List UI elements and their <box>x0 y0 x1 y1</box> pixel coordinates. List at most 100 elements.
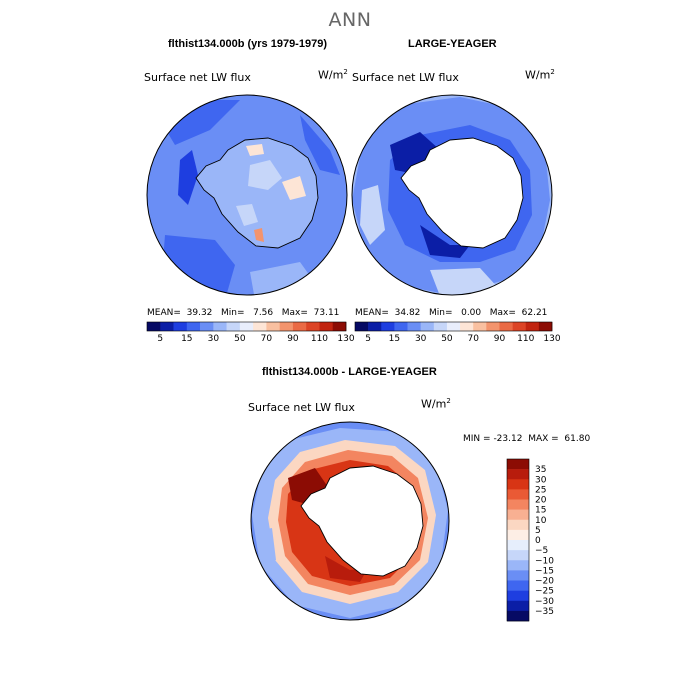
tr-colorbar-frame <box>354 321 553 332</box>
tl-map-border <box>146 94 348 296</box>
top-left-case-title: flthist134.000b (yrs 1979-1979) <box>168 38 327 50</box>
tr-antarctica <box>400 137 524 249</box>
diff-colorbar-swatch <box>507 540 529 551</box>
diff-colorbar-tick-label: −10 <box>535 556 554 566</box>
diff-colorbar-swatch <box>507 469 529 480</box>
tr-colorbar-swatch <box>407 322 421 331</box>
tl-colorbar-swatch <box>173 322 188 331</box>
diff-colorbar-swatch <box>507 479 529 490</box>
tr-colorbar-swatch <box>512 322 527 331</box>
tr-colorbar-swatch <box>368 322 382 331</box>
tl-land-patch <box>248 160 282 190</box>
diff-colorbar-swatch <box>507 509 529 521</box>
tl-colorbar-swatch <box>306 322 320 331</box>
top-right-map <box>351 94 553 296</box>
tr-colorbar-swatch <box>420 322 435 331</box>
tl-colorbar-swatch <box>279 322 294 331</box>
tr-colorbar-swatch <box>525 322 540 331</box>
tr-colorbar-swatch <box>446 322 461 331</box>
diff-colorbar-swatch <box>507 529 529 541</box>
tl-colorbar-tick-label: 15 <box>181 334 192 344</box>
top-left-colorbar: 5 15 30 50 70 90 110 130 <box>146 321 355 344</box>
tl-colorbar-tick-label: 50 <box>234 334 246 344</box>
diff-colorbar-tick-label: −5 <box>535 546 548 556</box>
diff-colorbar-tick-label: 25 <box>535 485 546 495</box>
bottom-stats: MIN = -23.12 MAX = 61.80 <box>463 434 591 444</box>
tl-colorbar-swatch <box>266 322 280 331</box>
tr-colorbar-tick-label: 15 <box>389 334 400 344</box>
tl-colorbar-tick-label: 70 <box>261 334 273 344</box>
diff-colorbar-tick-label: 5 <box>535 526 541 536</box>
page-title: ANN <box>328 9 372 31</box>
diff-colorbar-tick-label: 20 <box>535 496 547 506</box>
top-left-stats: MEAN= 39.32 Min= 7.56 Max= 73.11 <box>147 308 340 318</box>
diff-colorbar-swatch <box>507 489 529 500</box>
top-right-units: W/m2 <box>525 68 555 82</box>
tl-antarctica <box>195 137 319 249</box>
tl-colorbar-swatch <box>160 322 174 331</box>
top-left-units: W/m2 <box>318 68 348 82</box>
tl-colorbar-swatch <box>200 322 214 331</box>
diff-colorbar-tick-label: 10 <box>535 516 547 526</box>
tl-colorbar-swatch <box>253 322 267 331</box>
diff-colorbar-tick-label: −25 <box>535 587 554 597</box>
tl-colorbar-tick-label: 5 <box>157 334 163 344</box>
diff-colorbar-swatch <box>507 570 529 581</box>
diff-colorbar-swatch <box>507 459 529 470</box>
bottom-case-title: flthist134.000b - LARGE-YEAGER <box>262 366 437 378</box>
diff-colorbar-swatch <box>507 600 529 612</box>
tr-colorbar-tick-label: 70 <box>467 334 479 344</box>
bt-patch <box>262 528 276 565</box>
tl-colorbar-swatch <box>186 322 201 331</box>
tl-land-patch <box>254 228 264 242</box>
tr-colorbar-swatch <box>473 322 487 331</box>
tl-land-patch <box>236 204 258 226</box>
tl-colorbar-swatch <box>332 322 347 331</box>
diff-colorbar-swatch <box>507 610 529 622</box>
diff-colorbar-swatch <box>507 580 529 591</box>
diff-colorbar-tick-label: 0 <box>535 536 541 546</box>
tl-colorbar-tick-label: 110 <box>311 334 328 344</box>
bottom-units: W/m2 <box>421 397 451 411</box>
tl-colorbar-swatch <box>213 322 227 331</box>
bt-map-border <box>250 421 450 621</box>
bottom-variable-label: Surface net LW flux <box>248 401 355 414</box>
tr-colorbar-swatch <box>538 322 553 331</box>
diff-colorbar-swatch <box>507 590 529 602</box>
tr-ocean-deep <box>420 225 470 258</box>
top-right-stats: MEAN= 34.82 Min= 0.00 Max= 62.21 <box>355 308 548 318</box>
tr-map-border <box>351 94 553 296</box>
tr-colorbar-tick-label: 5 <box>365 334 371 344</box>
top-right-variable-label: Surface net LW flux <box>352 71 459 84</box>
diff-colorbar-tick-label: 35 <box>535 465 546 475</box>
bottom-diff-map <box>250 421 450 621</box>
diff-colorbar-tick-label: −20 <box>535 577 554 587</box>
top-left-variable-label: Surface net LW flux <box>144 71 251 84</box>
tr-colorbar-tick-label: 110 <box>517 334 534 344</box>
tr-ocean-light <box>430 268 500 295</box>
tr-colorbar-tick-label: 30 <box>415 334 427 344</box>
tr-ocean-light <box>360 185 385 245</box>
diff-colorbar-frame <box>506 458 530 622</box>
tl-colorbar-swatch <box>239 322 254 331</box>
tr-colorbar-tick-label: 130 <box>543 334 560 344</box>
tl-colorbar-tick-label: 130 <box>337 334 354 344</box>
tl-colorbar-tick-label: 30 <box>208 334 220 344</box>
tl-land-patch <box>282 176 306 200</box>
tl-colorbar-swatch <box>226 322 241 331</box>
tl-colorbar-swatch <box>319 322 334 331</box>
tl-colorbar-swatch <box>147 322 161 331</box>
tl-colorbar-frame <box>146 321 347 332</box>
tl-colorbar-tick-label: 90 <box>287 334 299 344</box>
diff-colorbar-tick-label: −35 <box>535 607 554 617</box>
tr-colorbar-swatch <box>381 322 395 331</box>
tr-colorbar-swatch <box>394 322 408 331</box>
bt-max-patch <box>325 556 368 582</box>
diff-colorbar-tick-label: 15 <box>535 506 546 516</box>
tr-colorbar-tick-label: 90 <box>494 334 506 344</box>
top-right-case-title: LARGE-YEAGER <box>408 38 497 50</box>
tr-colorbar-swatch <box>433 322 448 331</box>
tl-ocean-patch <box>300 115 340 175</box>
